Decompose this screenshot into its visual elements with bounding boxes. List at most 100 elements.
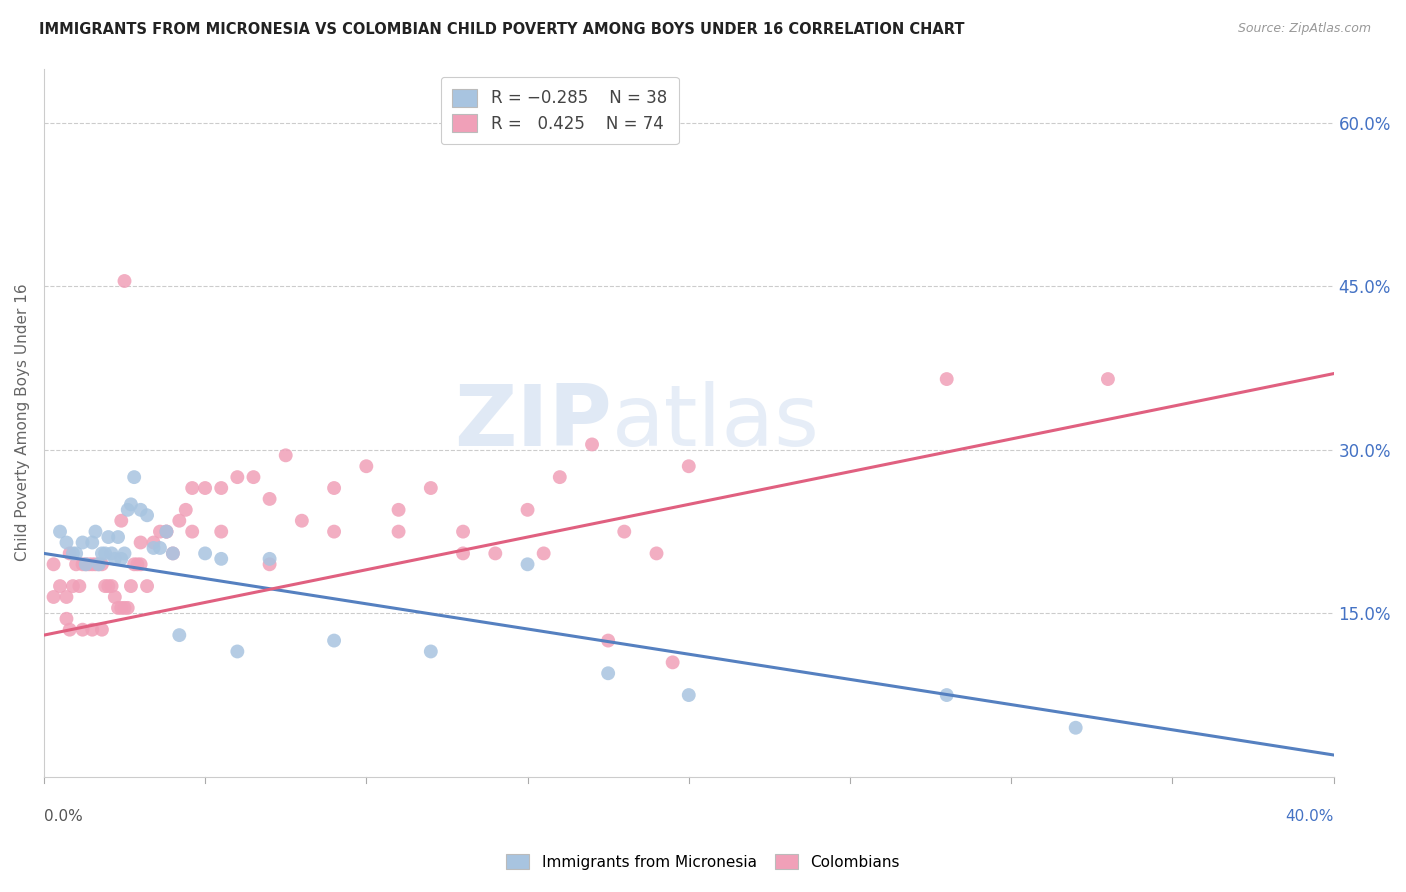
Point <box>516 503 538 517</box>
Point <box>110 514 132 528</box>
Point <box>117 503 139 517</box>
Point <box>155 524 177 539</box>
Point <box>291 514 314 528</box>
Legend: R = −0.285    N = 38, R =   0.425    N = 74: R = −0.285 N = 38, R = 0.425 N = 74 <box>441 77 679 145</box>
Point <box>104 590 127 604</box>
Text: 40.0%: 40.0% <box>1285 809 1334 824</box>
Point <box>129 535 152 549</box>
Point <box>598 633 620 648</box>
Point <box>516 558 538 572</box>
Point <box>94 546 117 560</box>
Point <box>209 552 232 566</box>
Point <box>613 524 636 539</box>
Point <box>100 546 122 560</box>
Point <box>82 535 104 549</box>
Point <box>90 623 112 637</box>
Point <box>194 481 217 495</box>
Point <box>678 459 700 474</box>
Legend: Immigrants from Micronesia, Colombians: Immigrants from Micronesia, Colombians <box>499 846 907 877</box>
Point <box>122 558 145 572</box>
Point <box>661 656 683 670</box>
Point <box>107 600 129 615</box>
Point <box>67 579 90 593</box>
Point <box>122 470 145 484</box>
Point <box>155 524 177 539</box>
Point <box>323 481 346 495</box>
Point <box>59 546 82 560</box>
Text: 0.0%: 0.0% <box>44 809 83 824</box>
Point <box>90 546 112 560</box>
Point <box>259 552 281 566</box>
Point <box>149 524 172 539</box>
Point <box>114 600 136 615</box>
Point <box>120 497 142 511</box>
Point <box>110 552 132 566</box>
Point <box>935 688 957 702</box>
Point <box>82 623 104 637</box>
Point <box>117 600 139 615</box>
Point <box>65 546 87 560</box>
Point <box>142 541 165 555</box>
Point <box>181 481 204 495</box>
Point <box>75 558 97 572</box>
Point <box>174 503 197 517</box>
Point <box>645 546 668 560</box>
Point <box>259 491 281 506</box>
Point <box>136 508 159 523</box>
Point <box>155 524 177 539</box>
Y-axis label: Child Poverty Among Boys Under 16: Child Poverty Among Boys Under 16 <box>15 284 30 561</box>
Point <box>356 459 378 474</box>
Text: IMMIGRANTS FROM MICRONESIA VS COLOMBIAN CHILD POVERTY AMONG BOYS UNDER 16 CORREL: IMMIGRANTS FROM MICRONESIA VS COLOMBIAN … <box>39 22 965 37</box>
Point <box>548 470 571 484</box>
Text: atlas: atlas <box>612 381 820 464</box>
Point <box>226 644 249 658</box>
Point <box>94 579 117 593</box>
Point <box>387 524 409 539</box>
Point <box>1097 372 1119 386</box>
Text: ZIP: ZIP <box>454 381 612 464</box>
Point <box>84 558 107 572</box>
Point <box>97 579 120 593</box>
Point <box>274 448 297 462</box>
Point <box>90 558 112 572</box>
Point <box>129 558 152 572</box>
Point <box>42 558 65 572</box>
Point <box>49 579 72 593</box>
Point <box>62 546 84 560</box>
Point <box>97 530 120 544</box>
Point <box>162 546 184 560</box>
Point <box>114 274 136 288</box>
Point <box>72 535 94 549</box>
Point <box>169 628 191 642</box>
Text: Source: ZipAtlas.com: Source: ZipAtlas.com <box>1237 22 1371 36</box>
Point <box>598 666 620 681</box>
Point <box>72 623 94 637</box>
Point <box>451 524 474 539</box>
Point <box>581 437 603 451</box>
Point <box>107 530 129 544</box>
Point <box>87 558 110 572</box>
Point <box>678 688 700 702</box>
Point <box>87 558 110 572</box>
Point <box>62 579 84 593</box>
Point <box>451 546 474 560</box>
Point <box>100 579 122 593</box>
Point <box>169 514 191 528</box>
Point <box>72 558 94 572</box>
Point <box>136 579 159 593</box>
Point <box>209 481 232 495</box>
Point <box>127 558 149 572</box>
Point <box>55 612 77 626</box>
Point <box>323 524 346 539</box>
Point <box>59 623 82 637</box>
Point <box>242 470 264 484</box>
Point <box>209 524 232 539</box>
Point <box>49 524 72 539</box>
Point <box>484 546 506 560</box>
Point <box>55 590 77 604</box>
Point <box>104 552 127 566</box>
Point <box>181 524 204 539</box>
Point <box>387 503 409 517</box>
Point <box>65 558 87 572</box>
Point <box>77 558 100 572</box>
